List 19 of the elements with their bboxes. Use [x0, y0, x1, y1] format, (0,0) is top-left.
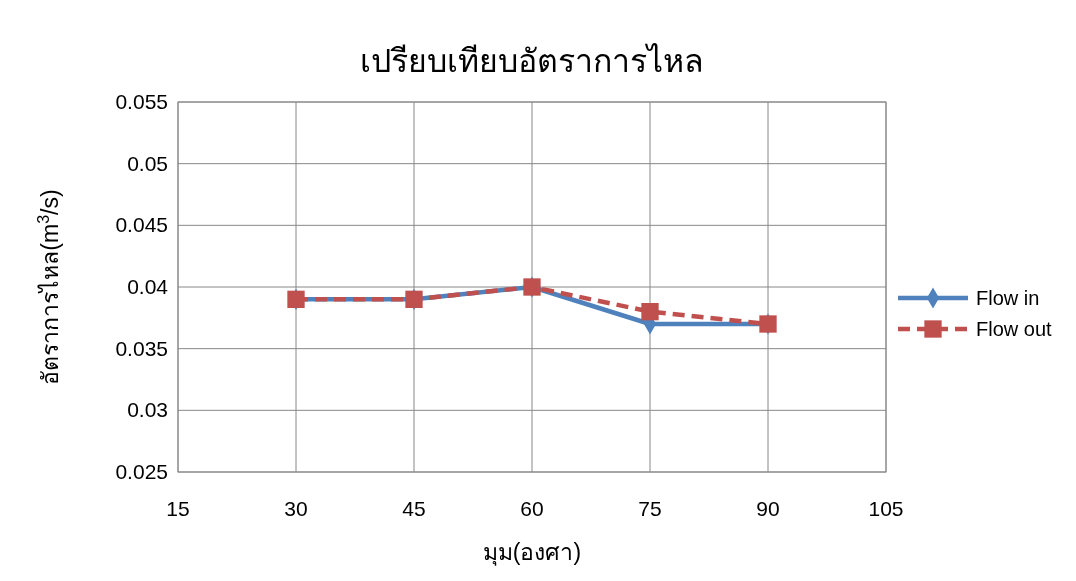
legend-label: Flow out	[976, 318, 1053, 340]
y-tick-label: 0.035	[115, 336, 168, 360]
legend-label: Flow in	[976, 287, 1040, 309]
x-axis-title: มุม(องศา)	[482, 539, 582, 566]
x-tick-label: 45	[402, 497, 426, 520]
x-tick-label: 90	[756, 497, 780, 520]
point	[641, 303, 659, 321]
x-tick-label: 15	[166, 497, 190, 520]
x-tick-label: 60	[520, 497, 544, 520]
y-tick-label: 0.03	[127, 398, 168, 422]
x-tick-label: 30	[284, 497, 308, 520]
chart-title: เปรียบเทียบอัตราการไหล	[360, 43, 704, 79]
x-tick-label: 75	[638, 497, 662, 520]
y-tick-label: 0.025	[115, 460, 168, 483]
y-tick-label: 0.05	[127, 151, 168, 175]
y-tick-label: 0.055	[115, 90, 168, 113]
y-tick-label: 0.045	[115, 213, 168, 237]
y-tick-label: 0.04	[127, 275, 169, 298]
x-tick-label: 105	[868, 497, 904, 520]
